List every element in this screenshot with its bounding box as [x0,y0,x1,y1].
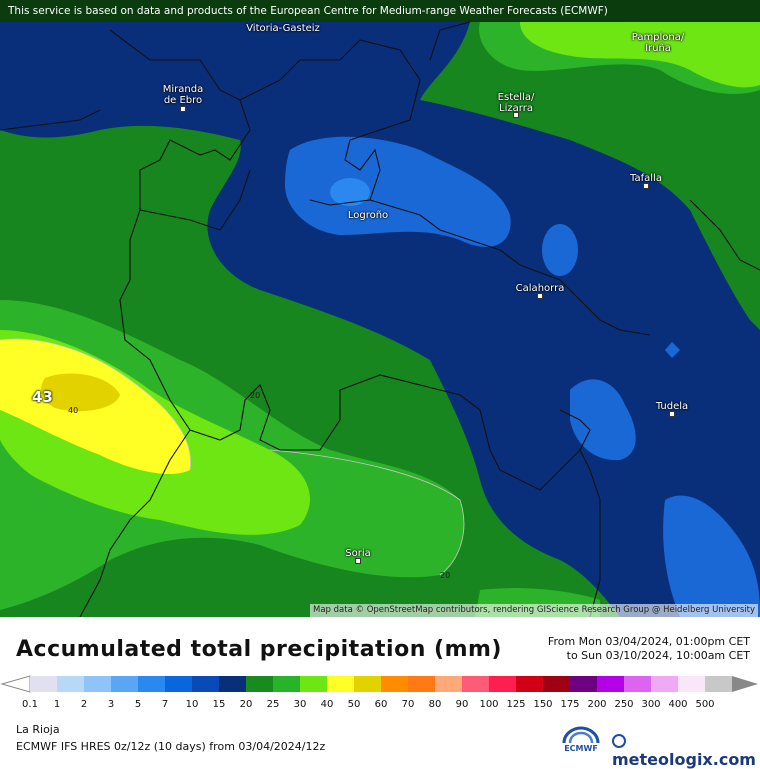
scale-swatch-3 [111,676,139,692]
scale-swatch-80 [435,676,463,692]
scale-swatch-5 [138,676,166,692]
city-calahorra: Calahorra [515,283,565,294]
scale-tick-label: 50 [347,699,361,710]
map-attribution: Map data © OpenStreetMap contributors, r… [310,604,758,617]
city-marker [537,293,543,299]
scale-arrow-right [732,676,758,692]
scale-swatch-10 [192,676,220,692]
scale-swatch-25 [273,676,301,692]
city-marker [355,558,361,564]
scale-swatch-100 [489,676,517,692]
city-marker [180,106,186,112]
scale-swatch-90 [462,676,490,692]
ecmwf-disclaimer-banner: This service is based on data and produc… [0,0,760,22]
city-tudela: Tudela [655,401,689,412]
max-value-label: 43 [32,388,53,406]
ecmwf-logo: ECMWF [556,725,606,755]
city-soria: Soria [345,548,371,559]
scale-swatch-50 [354,676,382,692]
scale-tick-label: 400 [668,699,688,710]
scale-tick-label: 20 [239,699,253,710]
scale-tick-label: 30 [293,699,307,710]
scale-tick-label: 3 [107,699,115,710]
city-vitoria-gasteiz: Vitoria-Gasteiz [246,23,320,34]
scale-tick-label: 250 [614,699,634,710]
scale-tick-label: 25 [266,699,280,710]
scale-tick-label: 70 [401,699,415,710]
scale-tick-label: 150 [533,699,553,710]
city-estella: Estella/ Lizarra [497,92,535,114]
contour-label: 20 [250,391,261,400]
scale-swatch-7 [165,676,193,692]
period-to: to Sun 03/10/2024, 10:00am CET [566,649,750,662]
meteologix-icon [612,734,626,748]
scale-swatch-400 [678,676,706,692]
color-scale-ticks: 0.1 1 2 3 5 7 10 15 20 25 30 40 50 60 70 80 90 100 125 150 1… [0,699,760,713]
scale-swatch-300 [651,676,679,692]
region-name: La Rioja [16,723,60,736]
scale-tick-label: 125 [506,699,526,710]
scale-swatch-60 [381,676,409,692]
color-scale-bar [0,675,758,693]
contour-label: 40 [68,406,79,415]
scale-tick-label: 0.1 [22,699,38,710]
city-marker [643,183,649,189]
scale-tick-label: 100 [479,699,499,710]
scale-tick-label: 60 [374,699,388,710]
scale-tick-label: 200 [587,699,607,710]
scale-swatch-30 [300,676,328,692]
scale-swatch-2 [84,676,112,692]
scale-swatch-40 [327,676,355,692]
period-from: From Mon 03/04/2024, 01:00pm CET [547,635,750,648]
city-miranda-de-ebro: Miranda de Ebro [162,84,204,106]
scale-swatch-200 [597,676,625,692]
scale-tick-label: 90 [455,699,469,710]
scale-swatch-125 [516,676,544,692]
scale-tick-label: 175 [560,699,580,710]
map-canvas [0,21,760,617]
scale-arrow-left [0,675,31,693]
scale-tick-label: 10 [185,699,199,710]
scale-swatch-175 [570,676,598,692]
scale-swatch-250 [624,676,652,692]
scale-swatch-1 [57,676,85,692]
brand-logo[interactable]: meteologix.com [612,731,760,769]
scale-swatch-150 [543,676,571,692]
city-logrono: Logroño [347,210,389,221]
contour-label: 20 [440,571,451,580]
city-marker [669,411,675,417]
scale-tick-label: 15 [212,699,226,710]
precipitation-map[interactable]: This service is based on data and produc… [0,0,760,617]
scale-tick-label: 300 [641,699,661,710]
legend-title: Accumulated total precipitation (mm) [16,637,502,662]
model-info: ECMWF IFS HRES 0z/12z (10 days) from 03/… [16,740,326,753]
scale-tick-label: 1 [53,699,61,710]
scale-tick-label: 5 [134,699,142,710]
scale-swatch-15 [219,676,247,692]
ecmwf-logo-icon [562,726,600,744]
scale-swatch-0.1 [30,676,58,692]
ecmwf-logo-text: ECMWF [564,744,598,753]
scale-tick-label: 40 [320,699,334,710]
city-pamplona: Pamplona/ Iruña [631,32,685,54]
city-marker [513,112,519,118]
scale-swatch-70 [408,676,436,692]
legend-panel: Accumulated total precipitation (mm) Fro… [0,617,760,769]
scale-tick-label: 80 [428,699,442,710]
scale-tick-label: 7 [161,699,169,710]
scale-tick-label: 500 [695,699,715,710]
city-tafalla: Tafalla [630,173,662,184]
scale-tick-label: 2 [80,699,88,710]
scale-swatch-500 [705,676,733,692]
scale-swatch-20 [246,676,274,692]
